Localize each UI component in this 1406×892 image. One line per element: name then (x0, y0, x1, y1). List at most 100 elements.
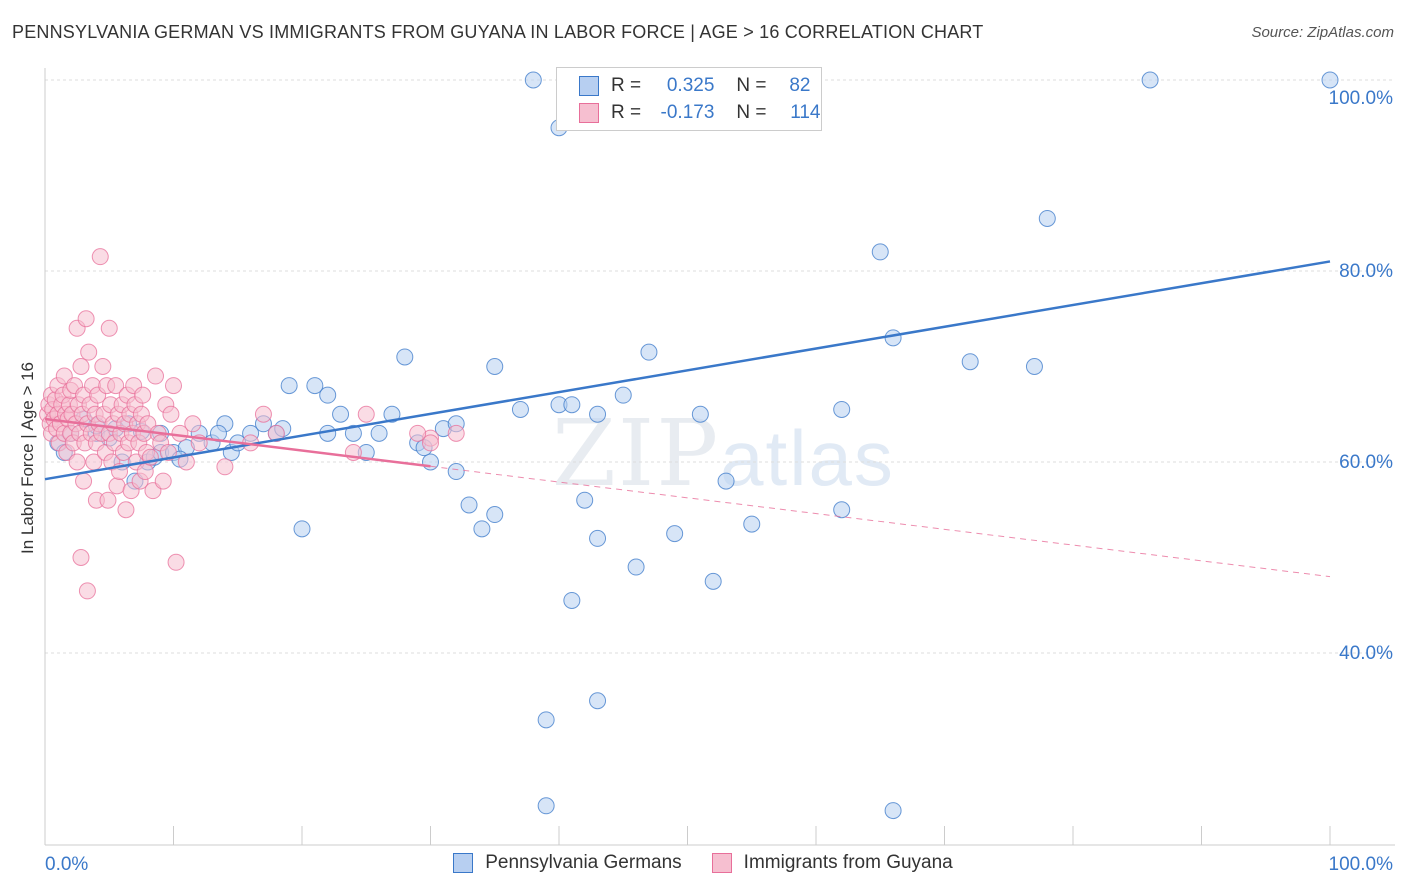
data-point-pennsylvania-germans (473, 520, 491, 538)
series-legend: Pennsylvania Germans Immigrants from Guy… (0, 852, 1406, 874)
data-point-pennsylvania-germans (486, 358, 504, 375)
data-point-pennsylvania-germans (1321, 71, 1339, 89)
data-point-pennsylvania-germans (743, 515, 761, 533)
data-point-pennsylvania-germans (691, 405, 709, 423)
data-point-guyana (447, 424, 465, 442)
correlation-legend: R = 0.325 N = 82 R = -0.173 N = 114 (556, 67, 822, 131)
data-point-pennsylvania-germans (563, 591, 581, 609)
legend-n-value-series1: 82 (789, 75, 811, 96)
y-tick-label: 40.0% (1339, 643, 1393, 664)
data-point-pennsylvania-germans (589, 405, 607, 423)
data-point-pennsylvania-germans (319, 386, 337, 404)
legend-row-series1: R = 0.325 N = 82 (579, 74, 811, 98)
data-point-pennsylvania-germans (884, 329, 902, 347)
legend-r-value-series2: -0.173 (660, 102, 715, 123)
data-point-guyana (100, 319, 118, 337)
data-point-pennsylvania-germans (344, 424, 362, 442)
data-point-pennsylvania-germans (306, 377, 324, 395)
series-swatch-pink (711, 853, 732, 873)
legend-swatch-blue (579, 76, 599, 96)
chart-title: PENNSYLVANIA GERMAN VS IMMIGRANTS FROM G… (12, 22, 984, 42)
data-point-pennsylvania-germans (1025, 358, 1043, 375)
data-point-pennsylvania-germans (486, 506, 504, 524)
data-point-guyana (216, 458, 234, 476)
data-point-guyana (72, 358, 90, 375)
legend-n-value-series2: 114 (790, 102, 821, 123)
series-legend-item-pink: Immigrants from Guyana (711, 852, 953, 874)
data-point-guyana (184, 415, 202, 433)
data-point-guyana (162, 405, 180, 423)
data-point-pennsylvania-germans (961, 353, 979, 371)
data-point-guyana (136, 463, 154, 481)
data-point-guyana (91, 248, 109, 266)
data-point-guyana (75, 472, 93, 490)
trendline-pennsylvania-germans (44, 260, 1331, 481)
data-point-guyana (267, 424, 285, 442)
data-point-pennsylvania-germans (717, 472, 735, 490)
data-point-guyana (167, 553, 185, 571)
data-point-pennsylvania-germans (589, 529, 607, 547)
data-point-guyana (94, 358, 112, 375)
watermark: ZIPatlas (552, 400, 895, 507)
data-point-pennsylvania-germans (524, 71, 542, 89)
data-point-guyana (357, 405, 375, 423)
data-point-guyana (154, 472, 172, 490)
data-point-guyana (134, 386, 152, 404)
data-point-pennsylvania-germans (332, 405, 350, 423)
x-tick-label-max: 100.0% (1329, 854, 1394, 875)
data-point-pennsylvania-germans (447, 463, 465, 481)
data-point-guyana (99, 491, 117, 509)
data-point-pennsylvania-germans (370, 424, 388, 442)
data-point-guyana (165, 377, 182, 395)
data-point-pennsylvania-germans (1141, 71, 1159, 89)
data-point-pennsylvania-germans (627, 558, 645, 576)
data-point-pennsylvania-germans (704, 572, 722, 590)
data-point-guyana (108, 477, 126, 495)
data-point-pennsylvania-germans (280, 377, 298, 395)
data-point-pennsylvania-germans (576, 491, 594, 509)
data-point-pennsylvania-germans (383, 405, 401, 423)
data-point-pennsylvania-germans (833, 400, 851, 418)
data-point-guyana (68, 453, 86, 471)
data-point-pennsylvania-germans (460, 496, 478, 514)
x-tick-label-min: 0.0% (45, 854, 88, 875)
legend-n-label: N = (736, 75, 767, 96)
data-point-pennsylvania-germans (422, 453, 439, 471)
y-tick-label: 80.0% (1339, 261, 1393, 282)
data-point-pennsylvania-germans (589, 692, 607, 710)
y-tick-label: 60.0% (1339, 452, 1393, 473)
data-point-pennsylvania-germans (640, 343, 658, 361)
data-point-pennsylvania-germans (537, 711, 555, 729)
data-point-pennsylvania-germans (511, 400, 529, 418)
data-point-pennsylvania-germans (833, 501, 851, 519)
data-point-guyana (77, 310, 95, 328)
legend-row-series2: R = -0.173 N = 114 (579, 101, 821, 125)
data-point-pennsylvania-germans (1038, 209, 1056, 227)
data-point-pennsylvania-germans (396, 348, 414, 366)
data-point-pennsylvania-germans (293, 520, 311, 538)
data-point-guyana (147, 367, 165, 385)
trendline-guyana-dashed (430, 465, 1331, 578)
data-point-guyana (254, 405, 272, 423)
y-tick-label: 100.0% (1329, 88, 1394, 109)
chart-source: Source: ZipAtlas.com (1251, 24, 1394, 41)
data-point-pennsylvania-germans (871, 243, 889, 261)
data-point-guyana (72, 549, 90, 566)
watermark-zip: ZIP (552, 400, 721, 507)
legend-n-label: N = (736, 102, 767, 123)
legend-swatch-pink (579, 103, 599, 123)
watermark-atlas: atlas (720, 414, 895, 502)
data-point-guyana (117, 501, 135, 519)
series-name-blue: Pennsylvania Germans (485, 852, 682, 873)
y-axis-label: In Labor Force | Age > 16 (18, 361, 37, 555)
data-point-guyana (78, 582, 96, 600)
data-point-pennsylvania-germans (666, 525, 684, 543)
series-name-pink: Immigrants from Guyana (743, 852, 953, 873)
series-swatch-blue (453, 853, 474, 873)
legend-r-label: R = (611, 102, 642, 123)
data-point-pennsylvania-germans (614, 386, 632, 404)
trendline-guyana-solid (44, 417, 431, 468)
legend-r-value-series1: 0.325 (666, 75, 715, 96)
data-point-pennsylvania-germans (884, 802, 902, 820)
